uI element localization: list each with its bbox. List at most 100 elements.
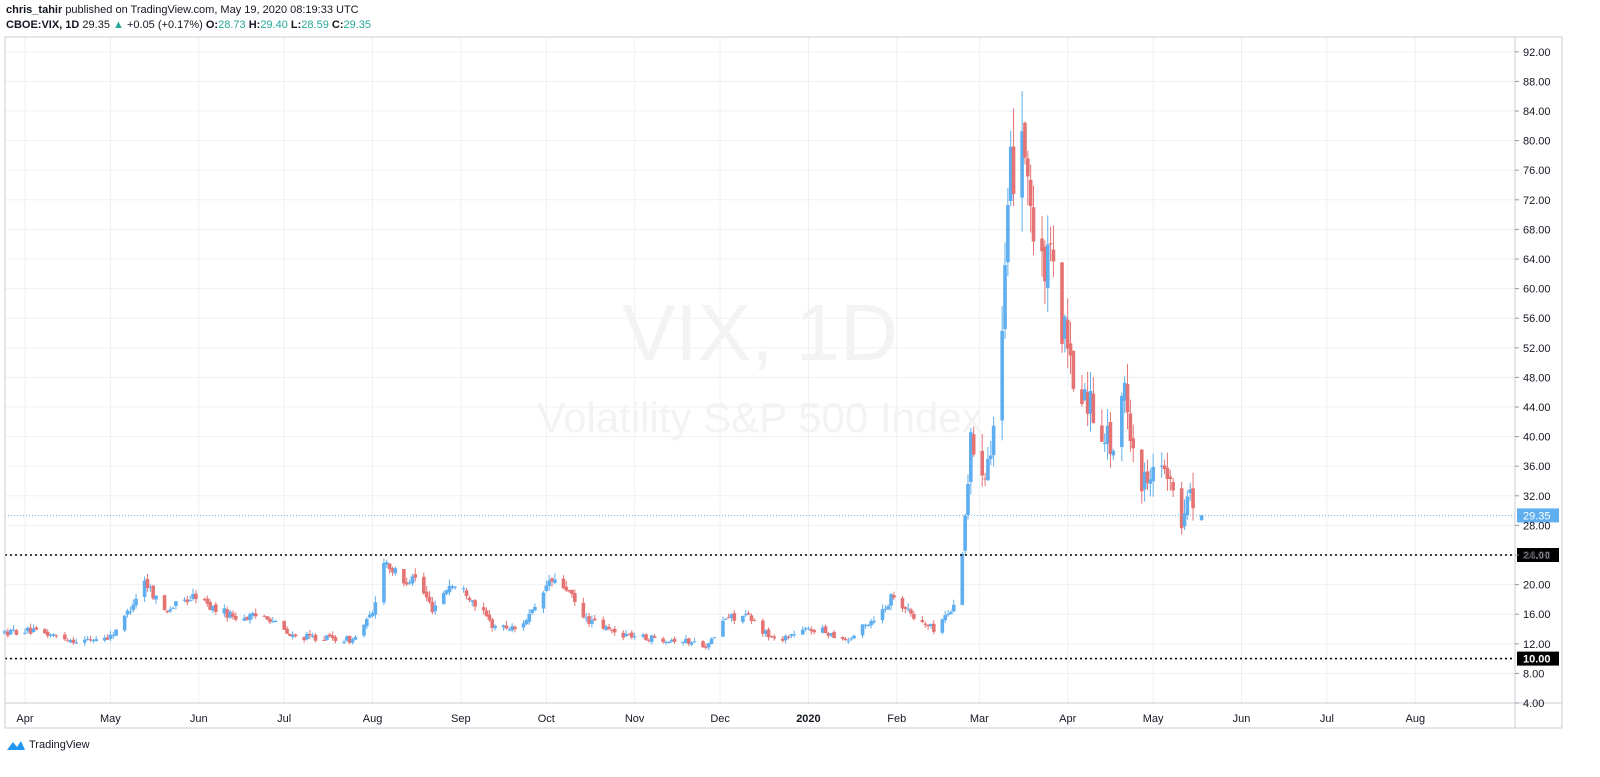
candle-body — [920, 619, 925, 623]
candle-body — [208, 602, 212, 610]
candle-body — [390, 568, 395, 573]
candle-body — [162, 595, 167, 611]
candle-body — [667, 641, 671, 643]
candle-body — [231, 613, 235, 617]
candle-body — [327, 634, 332, 637]
candle-body — [943, 615, 947, 621]
candle-body — [322, 639, 326, 641]
tradingview-logo-icon — [7, 741, 25, 750]
candle-body — [1100, 425, 1104, 442]
x-tick-label: Aug — [363, 713, 383, 725]
candle-body — [840, 636, 845, 639]
candle-body — [1060, 262, 1064, 344]
candle-body — [1199, 515, 1204, 520]
candle-body — [986, 458, 990, 481]
watermark-symbol: VIX, 1D — [622, 288, 898, 377]
candle-body — [305, 633, 309, 640]
x-tick-label: Jul — [1320, 713, 1334, 725]
candle-body — [1045, 244, 1050, 288]
candle-body — [102, 637, 107, 641]
candle-body — [803, 628, 808, 630]
level-label: 24.00 — [1523, 550, 1551, 562]
candle-body — [843, 638, 848, 641]
candle-body — [969, 432, 973, 482]
watermark-name: Volatility S&P 500 Index — [537, 394, 982, 441]
candle-body — [1048, 243, 1053, 245]
chart-frame — [4, 36, 1563, 729]
x-tick-label: Sep — [451, 713, 471, 725]
candle-body — [1125, 384, 1130, 413]
footer-brand: TradingView — [29, 739, 90, 751]
level-tag — [1517, 651, 1559, 666]
candle-body — [154, 595, 158, 600]
candle-body — [1159, 465, 1164, 467]
candle-body — [1151, 466, 1155, 482]
candle-body — [188, 600, 192, 602]
candle-body — [627, 633, 631, 635]
candle-body — [265, 616, 269, 620]
candle-body — [407, 582, 412, 584]
candle-body — [1065, 319, 1070, 349]
candle-body — [211, 605, 215, 611]
candle-body — [521, 623, 526, 628]
candle-body — [1191, 488, 1195, 509]
candle-body — [65, 640, 70, 642]
candle-body — [365, 618, 369, 627]
candle-body — [1122, 382, 1127, 401]
candle-body — [752, 620, 757, 622]
y-tick-label: 64.00 — [1523, 254, 1551, 266]
candle-body — [131, 604, 136, 611]
candle-body — [233, 615, 238, 620]
candle-body — [402, 569, 406, 584]
candle-body — [82, 639, 87, 643]
candle-body — [800, 629, 805, 635]
x-tick-label: Jun — [1233, 713, 1251, 725]
candle-body — [31, 628, 36, 633]
candle-body — [74, 642, 79, 644]
candle-body — [251, 613, 255, 616]
candle-body — [900, 598, 905, 609]
candle-body — [470, 600, 475, 602]
candle-body — [313, 634, 318, 641]
candle-body — [749, 615, 754, 621]
candle-body — [1168, 476, 1173, 480]
x-tick-label: 2020 — [796, 713, 820, 725]
candle-body — [145, 578, 150, 589]
candle-body — [191, 594, 195, 599]
candle-body — [422, 576, 426, 594]
candle-body — [726, 617, 731, 619]
low-label: L: — [290, 19, 302, 31]
y-tick-label: 52.00 — [1523, 343, 1551, 355]
candle-body — [809, 629, 814, 632]
candle-body — [1162, 465, 1167, 470]
candle-body — [1085, 392, 1090, 414]
candle-body — [1111, 450, 1116, 456]
candle-body — [222, 608, 227, 614]
candle-body — [165, 610, 170, 613]
candle-body — [763, 630, 768, 634]
candle-body — [1131, 438, 1136, 449]
candle-body — [852, 635, 856, 639]
candle-body — [282, 620, 287, 630]
candle-body — [912, 614, 916, 619]
candle-body — [248, 614, 252, 621]
candle-body — [194, 593, 198, 600]
candle-body — [1020, 131, 1024, 198]
y-tick-label: 36.00 — [1523, 461, 1551, 473]
y-tick-label: 20.00 — [1523, 580, 1551, 592]
y-tick-label: 92.00 — [1523, 47, 1551, 59]
candle-body — [647, 639, 651, 641]
candle-body — [271, 621, 275, 623]
candle-body — [1006, 205, 1010, 263]
change-up-icon: ▲ — [113, 19, 124, 31]
candle-body — [8, 630, 13, 635]
candle-body — [991, 425, 996, 456]
candle-body — [649, 635, 654, 642]
candle-body — [820, 627, 825, 633]
candle-body — [923, 623, 928, 625]
candle-body — [1091, 393, 1096, 423]
candle-body — [872, 620, 876, 623]
candle-body — [373, 602, 378, 615]
candle-body — [652, 636, 657, 638]
